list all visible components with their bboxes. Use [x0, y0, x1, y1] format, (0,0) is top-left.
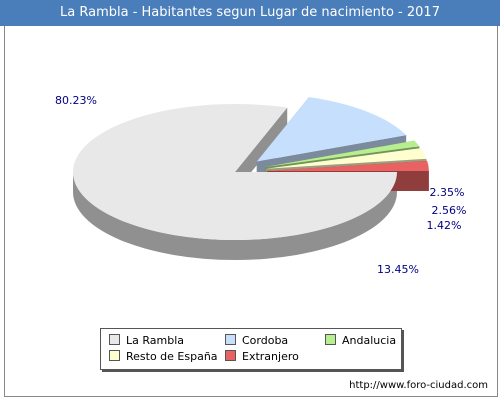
- legend-item-cordoba: Cordoba: [225, 334, 288, 348]
- slice-cordoba: [256, 97, 407, 162]
- legend: La Rambla Cordoba Andalucia Resto de Esp…: [100, 328, 402, 370]
- slice-side-la-rambla: [73, 172, 397, 260]
- legend-item-resto-de-espana: Resto de España: [109, 350, 218, 364]
- data-label-extranjero: 2.35%: [430, 186, 465, 199]
- source-url: http://www.foro-ciudad.com: [349, 380, 488, 391]
- legend-label-resto-de-espana: Resto de España: [126, 350, 218, 363]
- legend-label-andalucia: Andalucia: [342, 334, 397, 347]
- chart-title: La Rambla - Habitantes segun Lugar de na…: [60, 5, 440, 20]
- legend-item-andalucia: Andalucia: [325, 334, 396, 348]
- legend-swatch-cordoba: [225, 334, 236, 345]
- legend-label-cordoba: Cordoba: [242, 334, 289, 347]
- legend-item-extranjero: Extranjero: [225, 350, 299, 364]
- legend-label-la-rambla: La Rambla: [126, 334, 185, 347]
- data-label-resto-de-espana: 2.56%: [432, 204, 467, 217]
- slice-extranjero: [266, 160, 429, 171]
- slice-resto-de-espana: [266, 148, 427, 169]
- legend-swatch-la-rambla: [109, 334, 120, 345]
- legend-item-la-rambla: La Rambla: [109, 334, 184, 348]
- data-label-la-rambla: 80.23%: [55, 94, 97, 107]
- legend-swatch-resto-de-espana: [109, 350, 120, 361]
- data-label-andalucia: 1.42%: [427, 219, 462, 232]
- data-label-cordoba: 13.45%: [377, 263, 419, 276]
- title-bar: [0, 0, 500, 26]
- legend-swatch-extranjero: [225, 350, 236, 361]
- slice-edge-la-rambla-1: [235, 107, 288, 192]
- slice-la-rambla: [73, 103, 397, 241]
- legend-label-extranjero: Extranjero: [242, 350, 299, 363]
- legend-swatch-andalucia: [325, 334, 336, 345]
- slice-andalucia: [265, 140, 420, 168]
